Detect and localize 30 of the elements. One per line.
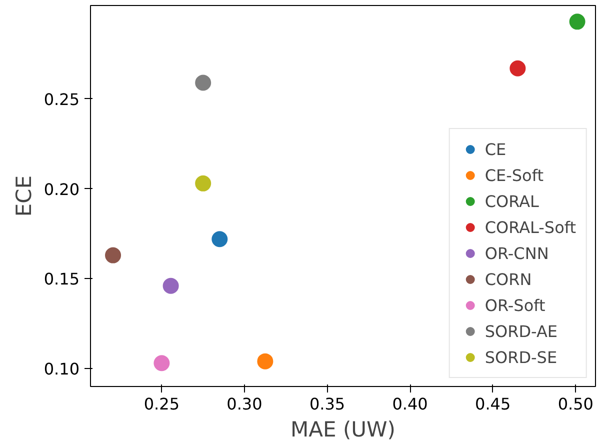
- legend-label: CORAL-Soft: [484, 218, 576, 236]
- point: [154, 355, 170, 372]
- x-tick-label: 0.35: [309, 394, 346, 414]
- point: [195, 175, 212, 192]
- legend-label: SORD-AE: [484, 322, 558, 340]
- legend-label: CE-Soft: [484, 166, 544, 184]
- legend-label: CORN: [484, 270, 532, 288]
- x-tick-label: 0.50: [558, 394, 594, 414]
- y-tick-label: 0.10: [44, 360, 80, 379]
- point: [257, 353, 274, 370]
- legend-label: CORAL: [484, 192, 539, 210]
- x-tick-label: 0.45: [475, 394, 511, 414]
- x-axis-title: MAE (UW): [290, 418, 396, 442]
- legend-label: SORD-SE: [484, 348, 558, 366]
- point: [105, 247, 122, 264]
- y-tick-label: 0.25: [44, 90, 80, 109]
- point: [212, 231, 228, 248]
- point: [195, 74, 212, 91]
- y-tick-label: 0.20: [44, 180, 80, 199]
- legend-label: OR-CNN: [484, 244, 549, 262]
- y-tick-label: 0.15: [44, 270, 80, 289]
- point: [510, 60, 526, 76]
- legend-label: OR-Soft: [484, 296, 546, 314]
- x-tick-label: 0.40: [392, 394, 428, 414]
- point: [569, 14, 586, 30]
- x-tick-label: 0.25: [144, 394, 180, 414]
- legend-label: CE: [484, 140, 506, 158]
- point: [162, 278, 179, 294]
- x-tick-label: 0.30: [226, 394, 262, 414]
- y-axis-title: ECE: [12, 175, 36, 217]
